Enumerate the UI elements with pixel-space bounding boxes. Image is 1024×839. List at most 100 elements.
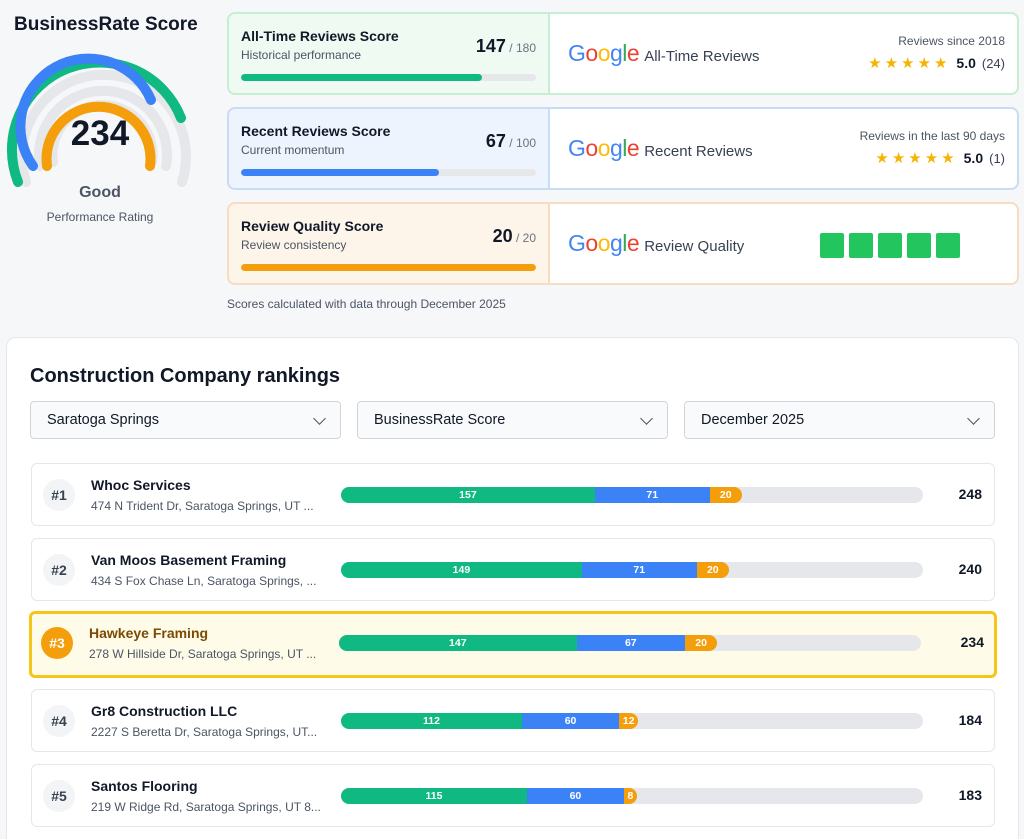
location-dropdown[interactable]: Saratoga Springs [30, 401, 341, 439]
gauge-score-value: 234 [70, 114, 130, 153]
recent-reviews-card: Recent Reviews Score Current momentum 67… [227, 107, 1019, 190]
location-dropdown-value: Saratoga Springs [47, 412, 160, 428]
data-footnote: Scores calculated with data through Dece… [227, 297, 506, 311]
gauge-arc-recent [15, 53, 156, 171]
alltime-segment: 149 [341, 562, 582, 578]
score-breakdown-bar: 149 71 20 [341, 562, 923, 578]
rank-badge: #1 [43, 479, 75, 511]
google-logo: Google Recent Reviews [568, 135, 753, 162]
card-progress-fill [241, 264, 536, 271]
google-wordmark: Google [568, 135, 640, 161]
rating-count: (1) [989, 150, 1005, 166]
quality-segment: 8 [623, 788, 637, 804]
company-name: Whoc Services [91, 477, 191, 493]
metric-dropdown-value: BusinessRate Score [374, 412, 506, 428]
total-score: 183 [958, 787, 982, 803]
quality-segment: 20 [696, 562, 729, 578]
alltime-reviews-card: All-Time Reviews Score Historical perfor… [227, 12, 1019, 95]
card-title: All-Time Reviews Score [241, 28, 399, 44]
rank-badge: #2 [43, 554, 75, 586]
score-breakdown-bar: 147 67 20 [339, 635, 921, 651]
company-address: 278 W Hillside Dr, Saratoga Springs, UT … [89, 647, 317, 661]
quality-block [907, 233, 931, 258]
total-score: 248 [958, 486, 982, 502]
ranking-row[interactable]: #2 Van Moos Basement Framing 434 S Fox Cha… [31, 538, 995, 601]
quality-block [936, 233, 960, 258]
businessrate-score-title: BusinessRate Score [14, 14, 198, 35]
period-dropdown[interactable]: December 2025 [684, 401, 995, 439]
alltime-segment: 147 [339, 635, 577, 651]
score-gauge: 234 [0, 44, 200, 194]
company-name: Gr8 Construction LLC [91, 703, 238, 719]
quality-block [849, 233, 873, 258]
rank-badge: #5 [43, 780, 75, 812]
quality-segment: 12 [619, 713, 639, 729]
rating-value: 5.0 [963, 150, 984, 166]
google-panel-label: All-Time Reviews [644, 48, 760, 65]
ranking-row[interactable]: #3 Hawkeye Framing 278 W Hillside Dr, Sara… [29, 611, 997, 678]
score-cards: All-Time Reviews Score Historical perfor… [227, 12, 1019, 297]
quality-segment: 20 [684, 635, 718, 651]
card-progress-bar [241, 169, 536, 176]
alltime-segment: 157 [341, 487, 595, 503]
ranking-row[interactable]: #1 Whoc Services 474 N Trident Dr, Saratog… [31, 463, 995, 526]
card-description: Current momentum [241, 143, 345, 157]
recent-segment: 67 [576, 635, 685, 651]
chevron-down-icon [967, 411, 980, 425]
period-dropdown-value: December 2025 [701, 412, 805, 428]
alltime-segment: 115 [341, 788, 527, 804]
google-quality-panel: Google Review Quality [548, 202, 1019, 285]
google-recent-panel: Google Recent Reviews Reviews in the las… [548, 107, 1019, 190]
star-icon: ★★★★★ [875, 150, 958, 167]
gauge-rating-label: Good [79, 184, 121, 201]
company-name: Hawkeye Framing [89, 625, 209, 641]
card-progress-bar [241, 74, 536, 81]
gauge-rating-subtitle: Performance Rating [46, 210, 154, 224]
review-quality-card: Review Quality Score Review consistency … [227, 202, 1019, 285]
google-wordmark: Google [568, 40, 640, 66]
google-logo: Google All-Time Reviews [568, 40, 760, 67]
chevron-down-icon [640, 411, 653, 425]
card-score: 20 / 20 [492, 226, 536, 246]
card-progress-bar [241, 264, 536, 271]
reviews-meta: Reviews in the last 90 days [859, 129, 1005, 143]
ranking-row[interactable]: #4 Gr8 Construction LLC 2227 S Beretta Dr,… [31, 689, 995, 752]
total-score: 184 [958, 712, 982, 728]
company-address: 474 N Trident Dr, Saratoga Springs, UT .… [91, 499, 314, 513]
score-breakdown-bar: 112 60 12 [341, 713, 923, 729]
gauge-arc-quality [41, 101, 156, 171]
card-description: Historical performance [241, 48, 362, 62]
quality-blocks [820, 233, 960, 258]
recent-segment: 71 [581, 562, 697, 578]
rank-badge: #4 [43, 705, 75, 737]
rankings-title: Construction Company rankings [30, 365, 341, 387]
recent-segment: 60 [526, 788, 624, 804]
card-score: 147 / 180 [475, 36, 536, 56]
chevron-down-icon [313, 411, 326, 425]
score-breakdown-bar: 115 60 8 [341, 788, 923, 804]
star-icon: ★★★★★ [868, 55, 951, 72]
recent-segment: 60 [522, 713, 620, 729]
company-name: Van Moos Basement Framing [91, 552, 287, 568]
card-score: 67 / 100 [485, 131, 536, 151]
company-address: 434 S Fox Chase Ln, Saratoga Springs, ..… [91, 574, 317, 588]
card-progress-fill [241, 74, 482, 81]
reviews-meta: Reviews since 2018 [898, 34, 1005, 48]
rating-summary: ★★★★★ 5.0 (1) [875, 149, 1005, 167]
alltime-score-panel: All-Time Reviews Score Historical perfor… [227, 12, 548, 95]
google-logo: Google Review Quality [568, 230, 744, 257]
quality-block [820, 233, 844, 258]
gauge-arc-alltime [6, 57, 186, 187]
card-description: Review consistency [241, 238, 347, 252]
google-panel-label: Review Quality [644, 238, 745, 255]
score-breakdown-bar: 157 71 20 [341, 487, 923, 503]
ranking-row[interactable]: #5 Santos Flooring 219 W Ridge Rd, Saratog… [31, 764, 995, 827]
alltime-segment: 112 [341, 713, 523, 729]
rating-value: 5.0 [956, 55, 976, 71]
metric-dropdown[interactable]: BusinessRate Score [357, 401, 668, 439]
company-address: 219 W Ridge Rd, Saratoga Springs, UT 8..… [91, 800, 321, 814]
card-progress-fill [241, 169, 439, 176]
card-title: Recent Reviews Score [241, 123, 391, 139]
rankings-panel: Construction Company rankings Saratoga S… [6, 337, 1019, 839]
card-title: Review Quality Score [241, 218, 384, 234]
